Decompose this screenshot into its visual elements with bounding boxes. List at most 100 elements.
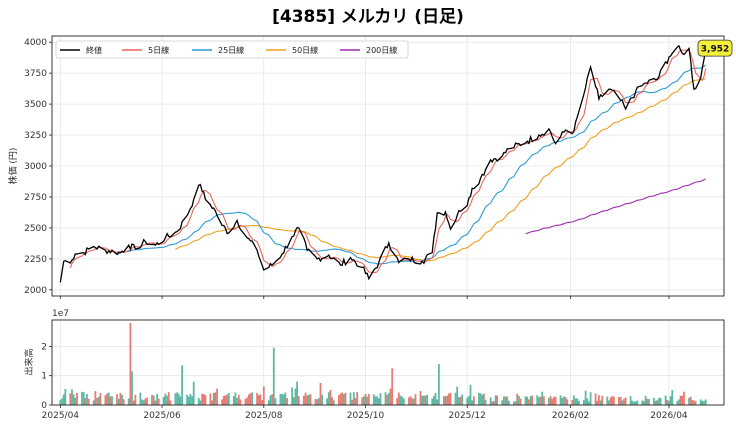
volume-bar [586,398,589,405]
volume-bar [142,400,145,405]
volume-bar [146,397,148,405]
volume-bar [588,401,590,405]
volume-bar [224,395,227,405]
volume-bar [119,392,122,405]
volume-bar [156,393,158,405]
volume-bar [211,400,213,405]
volume-bar [379,393,382,405]
volume-bar [563,396,565,405]
volume-bar [631,400,634,405]
volume-bar [666,399,669,405]
volume-bar [139,392,142,405]
volume-bar [247,394,250,405]
volume-bar [701,400,704,405]
volume-bar [99,393,102,405]
series-line-200 [525,178,706,235]
volume-bar [292,397,295,405]
volume-bar [356,392,359,405]
volume-bar [648,399,650,405]
volume-bar [176,392,178,405]
volume-bar [97,396,100,405]
volume-bar [693,400,695,405]
volume-tick-label: 0 [41,401,47,411]
volume-bar [668,400,670,405]
volume-y-axis: 0 1 2 [41,342,52,411]
volume-bar [606,396,609,405]
volume-bar [601,395,604,405]
volume-bar [111,396,113,405]
volume-bar [659,397,662,405]
volume-bar [212,392,215,405]
volume-bar [201,393,203,405]
volume-bar [361,397,364,405]
volume-bar [589,392,592,405]
volume-bar [116,394,118,405]
volume-bar [407,397,410,405]
volume-bar [561,398,564,405]
volume-bar [678,399,680,405]
volume-bar [553,396,555,405]
volume-bar [458,397,460,405]
x-axis: 2025/04 2025/06 2025/08 2025/10 2025/12 2026/… [42,405,688,421]
volume-bar [551,398,554,405]
volume-bar [473,396,475,405]
volume-bar [654,400,657,405]
x-tick-label: 2026/04 [650,411,688,421]
volume-bar [174,393,177,405]
volume-bar [81,391,83,405]
volume-bar [106,393,108,405]
volume-bar [189,394,192,405]
volume-bar [444,396,447,405]
volume-bar [443,396,445,405]
x-tick-label: 2025/06 [143,411,181,421]
legend-entry: 25日線 [218,45,244,55]
volume-bar [609,397,612,405]
series-line-25 [116,64,707,265]
volume-bar [197,397,200,405]
volume-bar [634,401,637,405]
volume-bar [271,394,273,405]
volume-panel: 0 1 2 1e7 出来高 2025/04 2025/06 2025/08 2025/10… [23,309,725,421]
volume-bar [469,384,472,405]
volume-bar [317,398,320,405]
series-line-1 [59,44,707,283]
volume-bar [431,398,434,405]
x-tick-label: 2025/08 [245,411,283,421]
volume-bar [414,394,417,405]
volume-bar [574,398,577,405]
x-tick-label: 2025/04 [42,411,80,421]
volume-bar [214,392,217,405]
volume-bar [549,396,552,405]
volume-bar [342,394,345,405]
volume-bar [121,394,123,405]
volume-bar [122,399,125,405]
volume-bar [179,396,182,405]
volume-bar [352,392,355,405]
price-panel: 2000 2250 2500 2750 3000 3250 3500 3750 4000 株価 … [7,35,733,299]
volume-bar [377,398,380,405]
volume-bar [694,401,697,405]
x-tick-label: 2026/02 [552,411,589,421]
volume-bar [82,392,85,405]
volume-bar [129,322,132,405]
last-price-box [697,39,733,57]
volume-bar [433,395,435,405]
volume-bar [204,395,207,405]
volume-bar [524,396,527,405]
volume-bar [187,396,190,405]
volume-bar [438,364,440,405]
volume-bar [364,394,367,405]
volume-bar [246,397,248,405]
volume-bar [571,399,574,405]
volume-bar [339,393,342,405]
price-lines [59,44,707,283]
volume-bar [554,396,557,405]
volume-bar [154,400,157,405]
volume-bar [689,396,692,405]
volume-bar [484,399,487,405]
volume-bar [386,394,389,405]
price-tick-label: 2750 [24,193,47,203]
volume-bar [519,398,522,405]
volume-bar [86,394,88,405]
x-tick-label: 2025/12 [449,411,486,421]
